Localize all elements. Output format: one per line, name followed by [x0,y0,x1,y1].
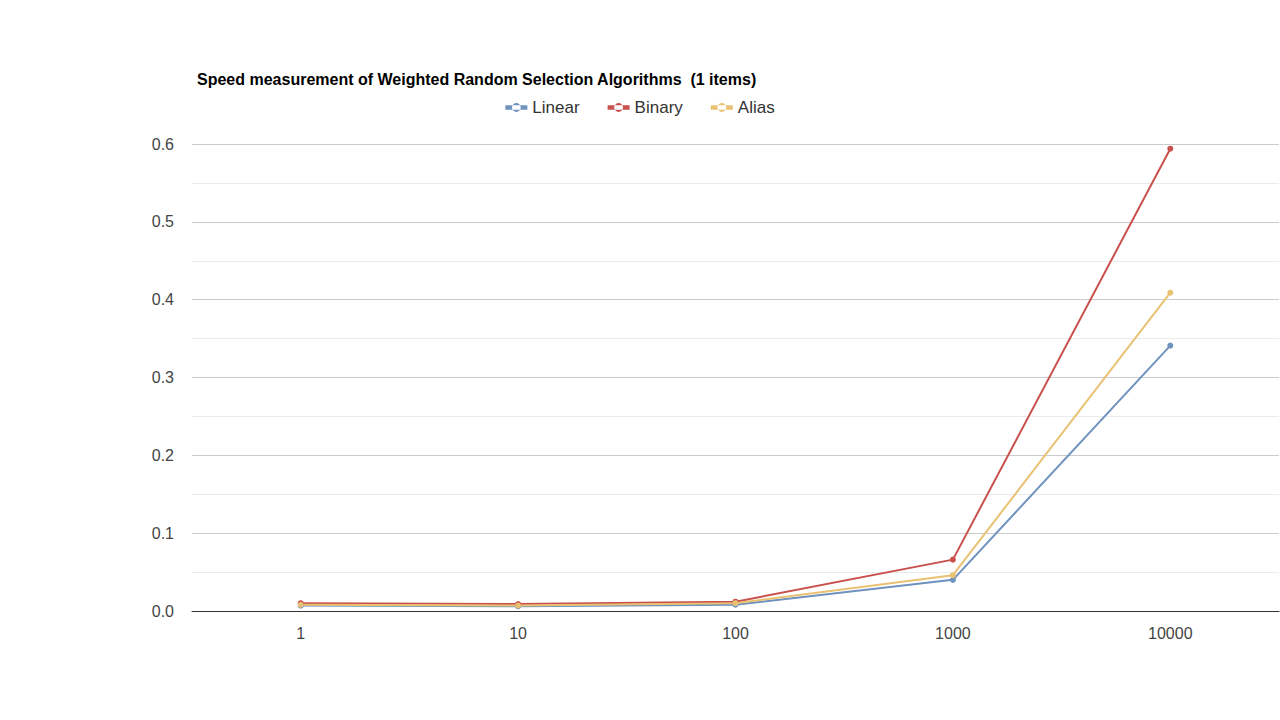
svg-text:1: 1 [296,625,305,642]
svg-text:1000: 1000 [935,625,971,642]
svg-text:0.3: 0.3 [152,369,174,386]
svg-text:0.4: 0.4 [152,291,174,308]
svg-text:100: 100 [722,625,749,642]
svg-text:10000: 10000 [1148,625,1193,642]
svg-text:Linear: Linear [532,98,580,117]
svg-text:0.1: 0.1 [152,525,174,542]
svg-text:0.2: 0.2 [152,447,174,464]
svg-text:0.6: 0.6 [152,136,174,153]
svg-text:Alias: Alias [738,98,775,117]
svg-text:0.0: 0.0 [152,603,174,620]
svg-text:0.5: 0.5 [152,213,174,230]
svg-text:Binary: Binary [635,98,684,117]
svg-text:Speed measurement of Weighted: Speed measurement of Weighted Random Sel… [197,71,756,88]
svg-text:10: 10 [509,625,527,642]
